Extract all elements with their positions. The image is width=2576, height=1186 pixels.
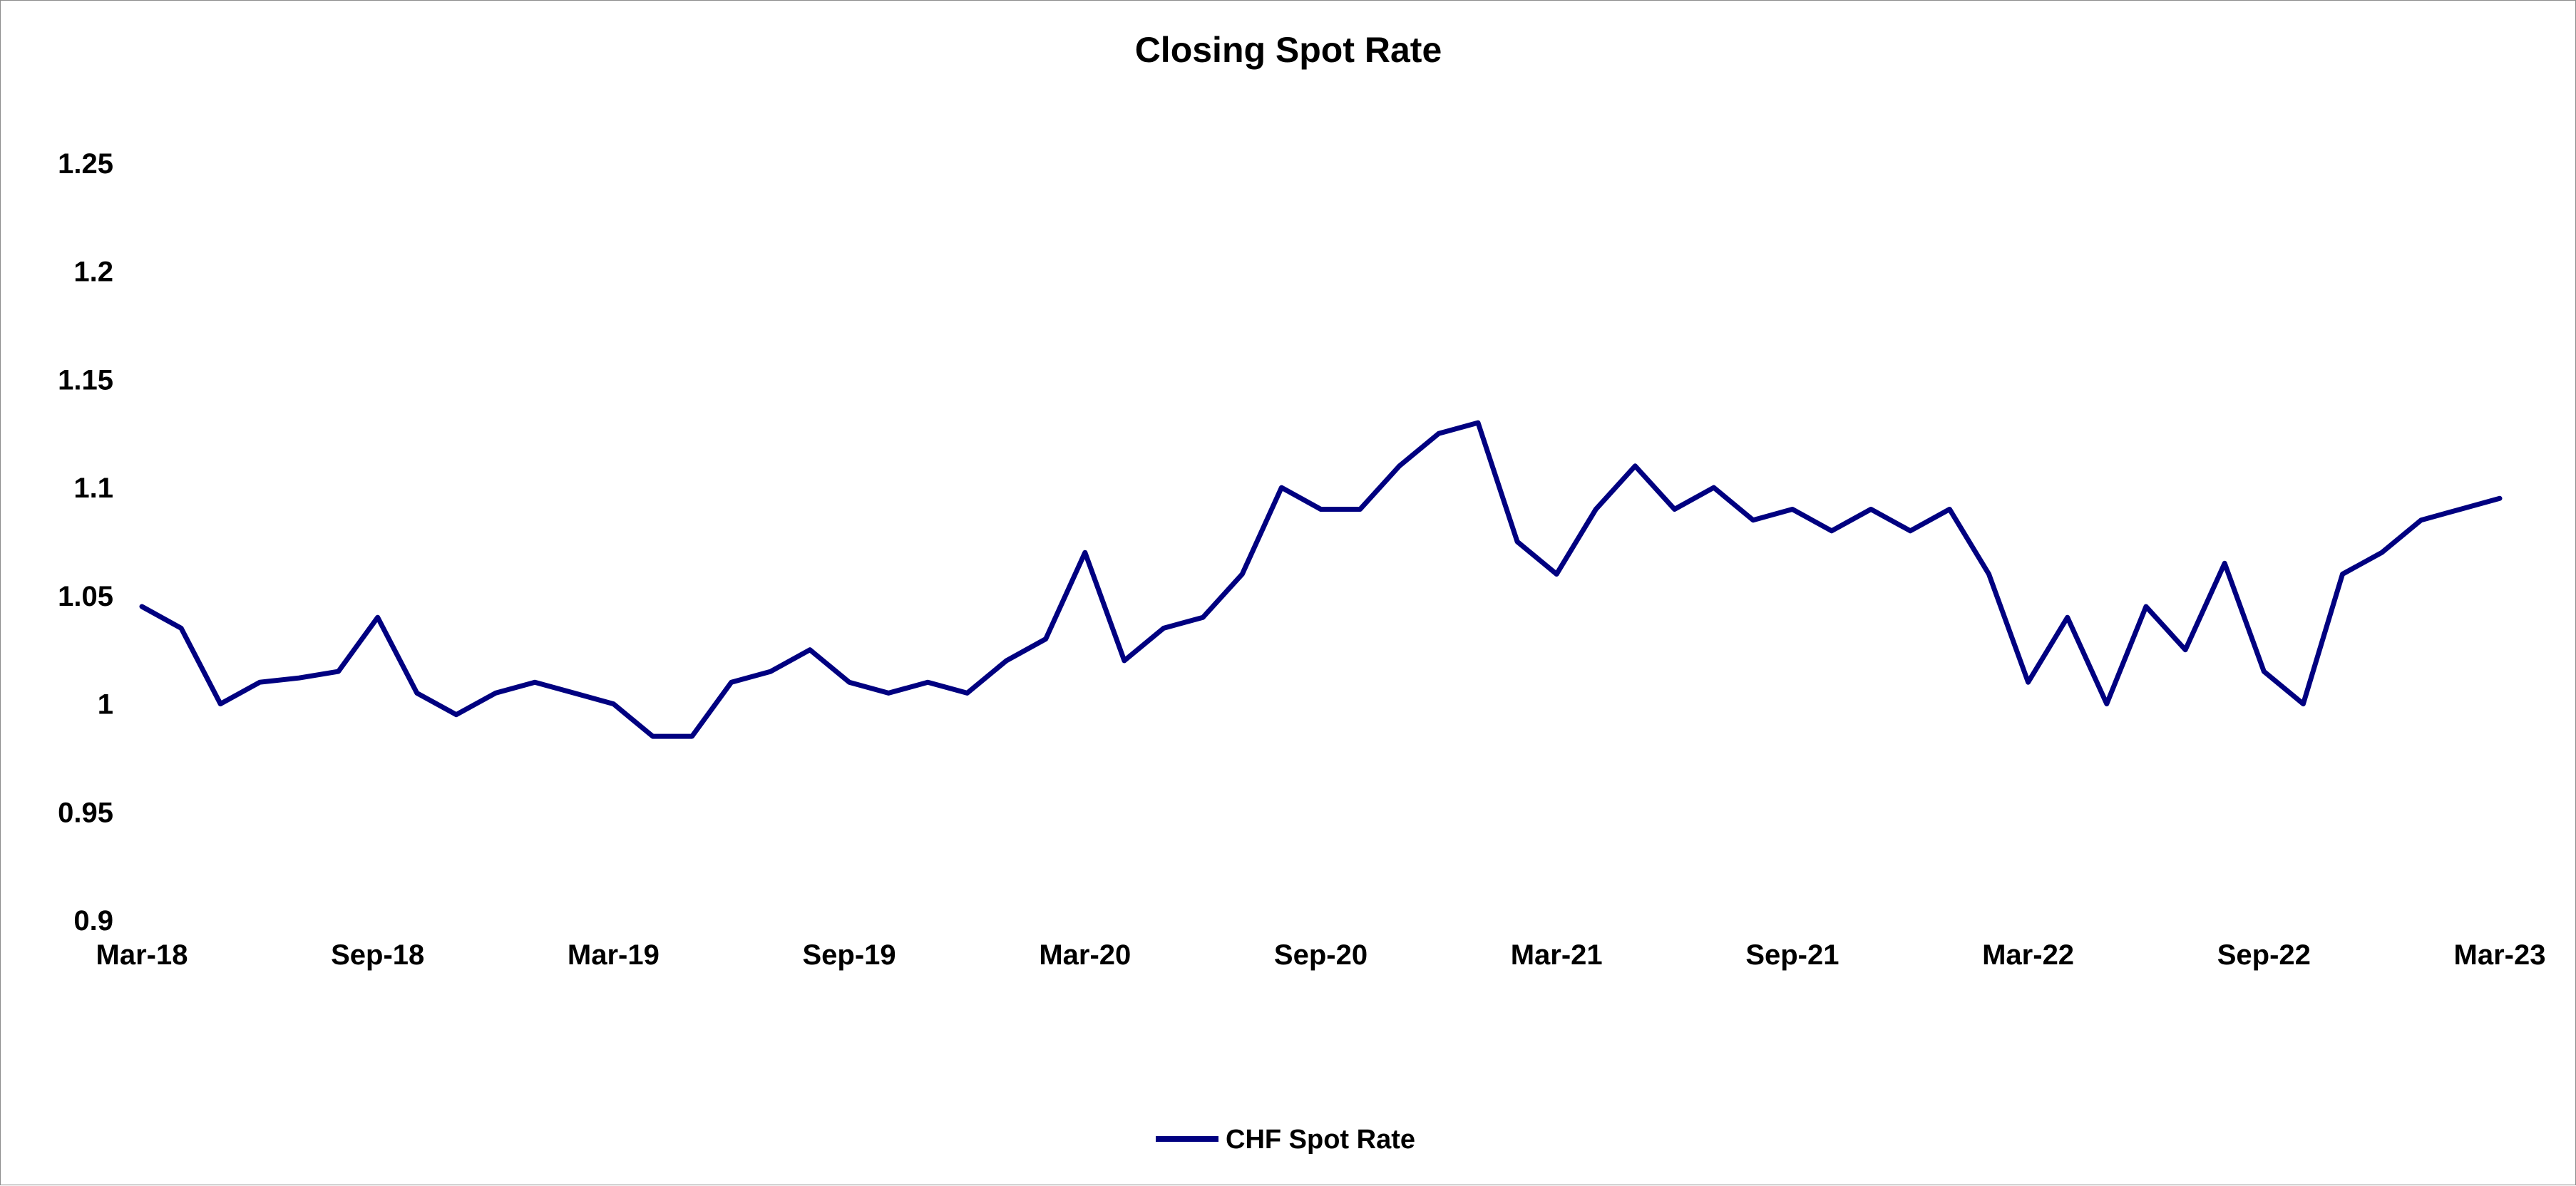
- y-tick-label: 1.15: [58, 364, 113, 396]
- chart-title: Closing Spot Rate: [1135, 30, 1442, 70]
- y-tick-label: 1.25: [58, 148, 113, 180]
- x-tick-label: Sep-19: [803, 939, 896, 971]
- legend: CHF Spot Rate: [1156, 1125, 1415, 1155]
- y-tick-label: 1: [98, 689, 113, 721]
- x-tick-label: Mar-22: [1982, 939, 2074, 971]
- series-layer: [139, 420, 2503, 739]
- x-tick-label: Sep-20: [1274, 939, 1367, 971]
- series-line-chf-spot-rate: [139, 420, 2503, 739]
- x-axis-ticks: Mar-18 Sep-18 Mar-19 Sep-19 Mar-20 Sep-20 Mar-…: [96, 939, 2546, 971]
- y-tick-label: 1.05: [58, 581, 113, 612]
- y-axis-ticks: 0.9 0.95 1 1.05 1.1 1.15 1.2 1.25: [58, 148, 113, 937]
- x-tick-label: Mar-21: [1511, 939, 1603, 971]
- y-tick-label: 0.95: [58, 797, 113, 828]
- y-tick-label: 0.9: [73, 905, 113, 937]
- y-tick-label: 1.1: [73, 473, 113, 504]
- x-tick-label: Mar-19: [568, 939, 660, 971]
- legend-label: CHF Spot Rate: [1226, 1125, 1415, 1155]
- y-tick-label: 1.2: [73, 257, 113, 288]
- x-tick-label: Mar-20: [1039, 939, 1131, 971]
- x-tick-label: Sep-18: [331, 939, 424, 971]
- x-tick-label: Sep-21: [1745, 939, 1839, 971]
- x-tick-label: Mar-18: [96, 939, 188, 971]
- x-tick-label: Sep-22: [2217, 939, 2311, 971]
- x-tick-label: Mar-23: [2454, 939, 2546, 971]
